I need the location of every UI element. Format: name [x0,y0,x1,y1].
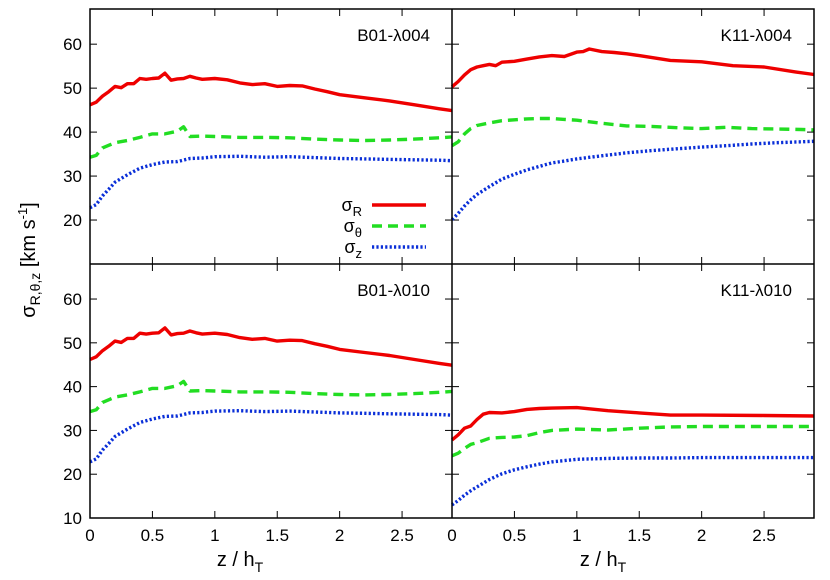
series-line [89,326,453,367]
y-tick-label: 10 [63,509,82,528]
panel-2: K11-λ004 [450,9,815,264]
series-line [89,409,453,464]
y-tick-label: 40 [63,378,82,397]
y-tick-label: 50 [63,79,82,98]
x-axis-label-left: z / hT [217,549,264,575]
series-line [89,379,453,414]
y-tick-label: 40 [63,123,82,142]
x-tick-label: 1.5 [627,526,651,545]
x-tick-label: 2.5 [752,526,776,545]
x-tick-label: 0 [447,526,456,545]
panel-title: B01-λ010 [357,281,430,300]
series-line [451,424,814,458]
x-tick-label: 2 [335,526,344,545]
panel-ticks [90,264,452,518]
y-tick-label: 30 [63,421,82,440]
panel-title: K11-λ010 [720,281,792,300]
x-axis-label-right: z / hT [580,549,627,575]
panel-ticks [90,9,452,264]
y-tick-label: 50 [63,334,82,353]
panel-4: 0 0.5 1 1.5 2 2.5 K11-λ010 [447,264,815,545]
series-line [451,116,815,148]
y-tick-label: 20 [63,465,82,484]
series-line [451,455,814,507]
series-line [450,405,815,442]
series-line [450,139,815,221]
y-tick-label: 20 [63,211,82,230]
y-axis-label: σR,θ,z [km s-1] [15,202,43,318]
legend-label: σθ [344,216,362,240]
y-tick-label: 30 [63,167,82,186]
series-line [89,125,453,159]
legend-label: σR [342,195,363,219]
x-tick-label: 1 [572,526,581,545]
series-line [89,154,453,210]
panel-1: 20 30 40 50 60 B01-λ004 [63,9,453,264]
panel-ticks [452,264,814,518]
series-line [89,71,453,113]
series-line [450,47,815,89]
y-tick-label: 60 [63,290,82,309]
panel-ticks [452,9,814,264]
y-tick-label: 60 [63,35,82,54]
legend-label: σz [344,237,362,261]
panel-3: 10 20 30 40 50 60 0 0.5 1 1.5 2 2.5 B01-λ010 [63,264,453,545]
panel-title: B01-λ004 [357,26,430,45]
panel-title: K11-λ004 [720,26,792,45]
x-tick-label: 2.5 [390,526,414,545]
x-tick-label: 1 [210,526,219,545]
x-tick-label: 0 [85,526,94,545]
x-tick-label: 0.5 [141,526,165,545]
x-tick-label: 0.5 [503,526,527,545]
x-tick-label: 1.5 [265,526,289,545]
x-tick-label: 2 [697,526,706,545]
